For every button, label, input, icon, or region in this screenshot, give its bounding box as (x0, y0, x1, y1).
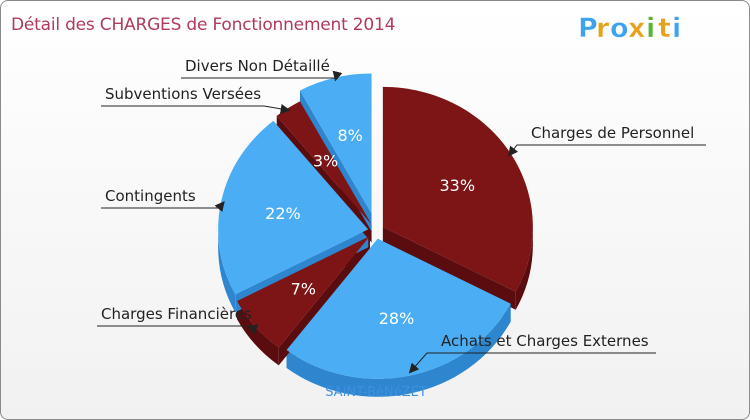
proxiti-logo: Pr o x i t i (578, 13, 682, 45)
slice-value-label: 3% (313, 151, 338, 170)
pie-slice (236, 236, 370, 348)
legend-label: Divers Non Détaillé (185, 57, 330, 75)
pie-slice (276, 101, 372, 225)
commune-name: SAINT-BéNéZET (325, 385, 427, 400)
logo-letter: o (610, 13, 629, 44)
logo-letter: i (646, 13, 655, 44)
slice-value-label: 28% (379, 309, 415, 328)
logo-letter: i (672, 13, 681, 44)
logo-letter: t (658, 13, 671, 44)
pie-slice (286, 238, 511, 379)
chart-title: Détail des CHARGES de Fonctionnement 201… (11, 15, 396, 35)
legend-label: Contingents (105, 187, 196, 205)
pie-slice (218, 120, 369, 295)
logo-letter: P (578, 13, 598, 44)
pie-slice (299, 73, 372, 214)
leader-line (507, 144, 706, 157)
legend-label: Charges de Personnel (531, 124, 694, 142)
legend-label: Subventions Versées (105, 85, 261, 103)
pie-slice (382, 86, 533, 292)
slice-value-label: 7% (291, 279, 316, 298)
slice-side (382, 226, 533, 310)
logo-letter: r (596, 13, 610, 44)
slice-value-label: 33% (439, 176, 475, 195)
legend-label: Achats et Charges Externes (441, 332, 649, 350)
leader-line (101, 103, 291, 114)
slice-value-label: 22% (265, 204, 301, 223)
leader-line (408, 352, 656, 374)
leader-line (181, 70, 343, 82)
slice-value-label: 8% (337, 126, 362, 145)
leader-line (101, 201, 225, 212)
leader-line (97, 323, 259, 335)
legend-label: Charges Financières (101, 305, 252, 323)
logo-letter: x (628, 13, 645, 44)
